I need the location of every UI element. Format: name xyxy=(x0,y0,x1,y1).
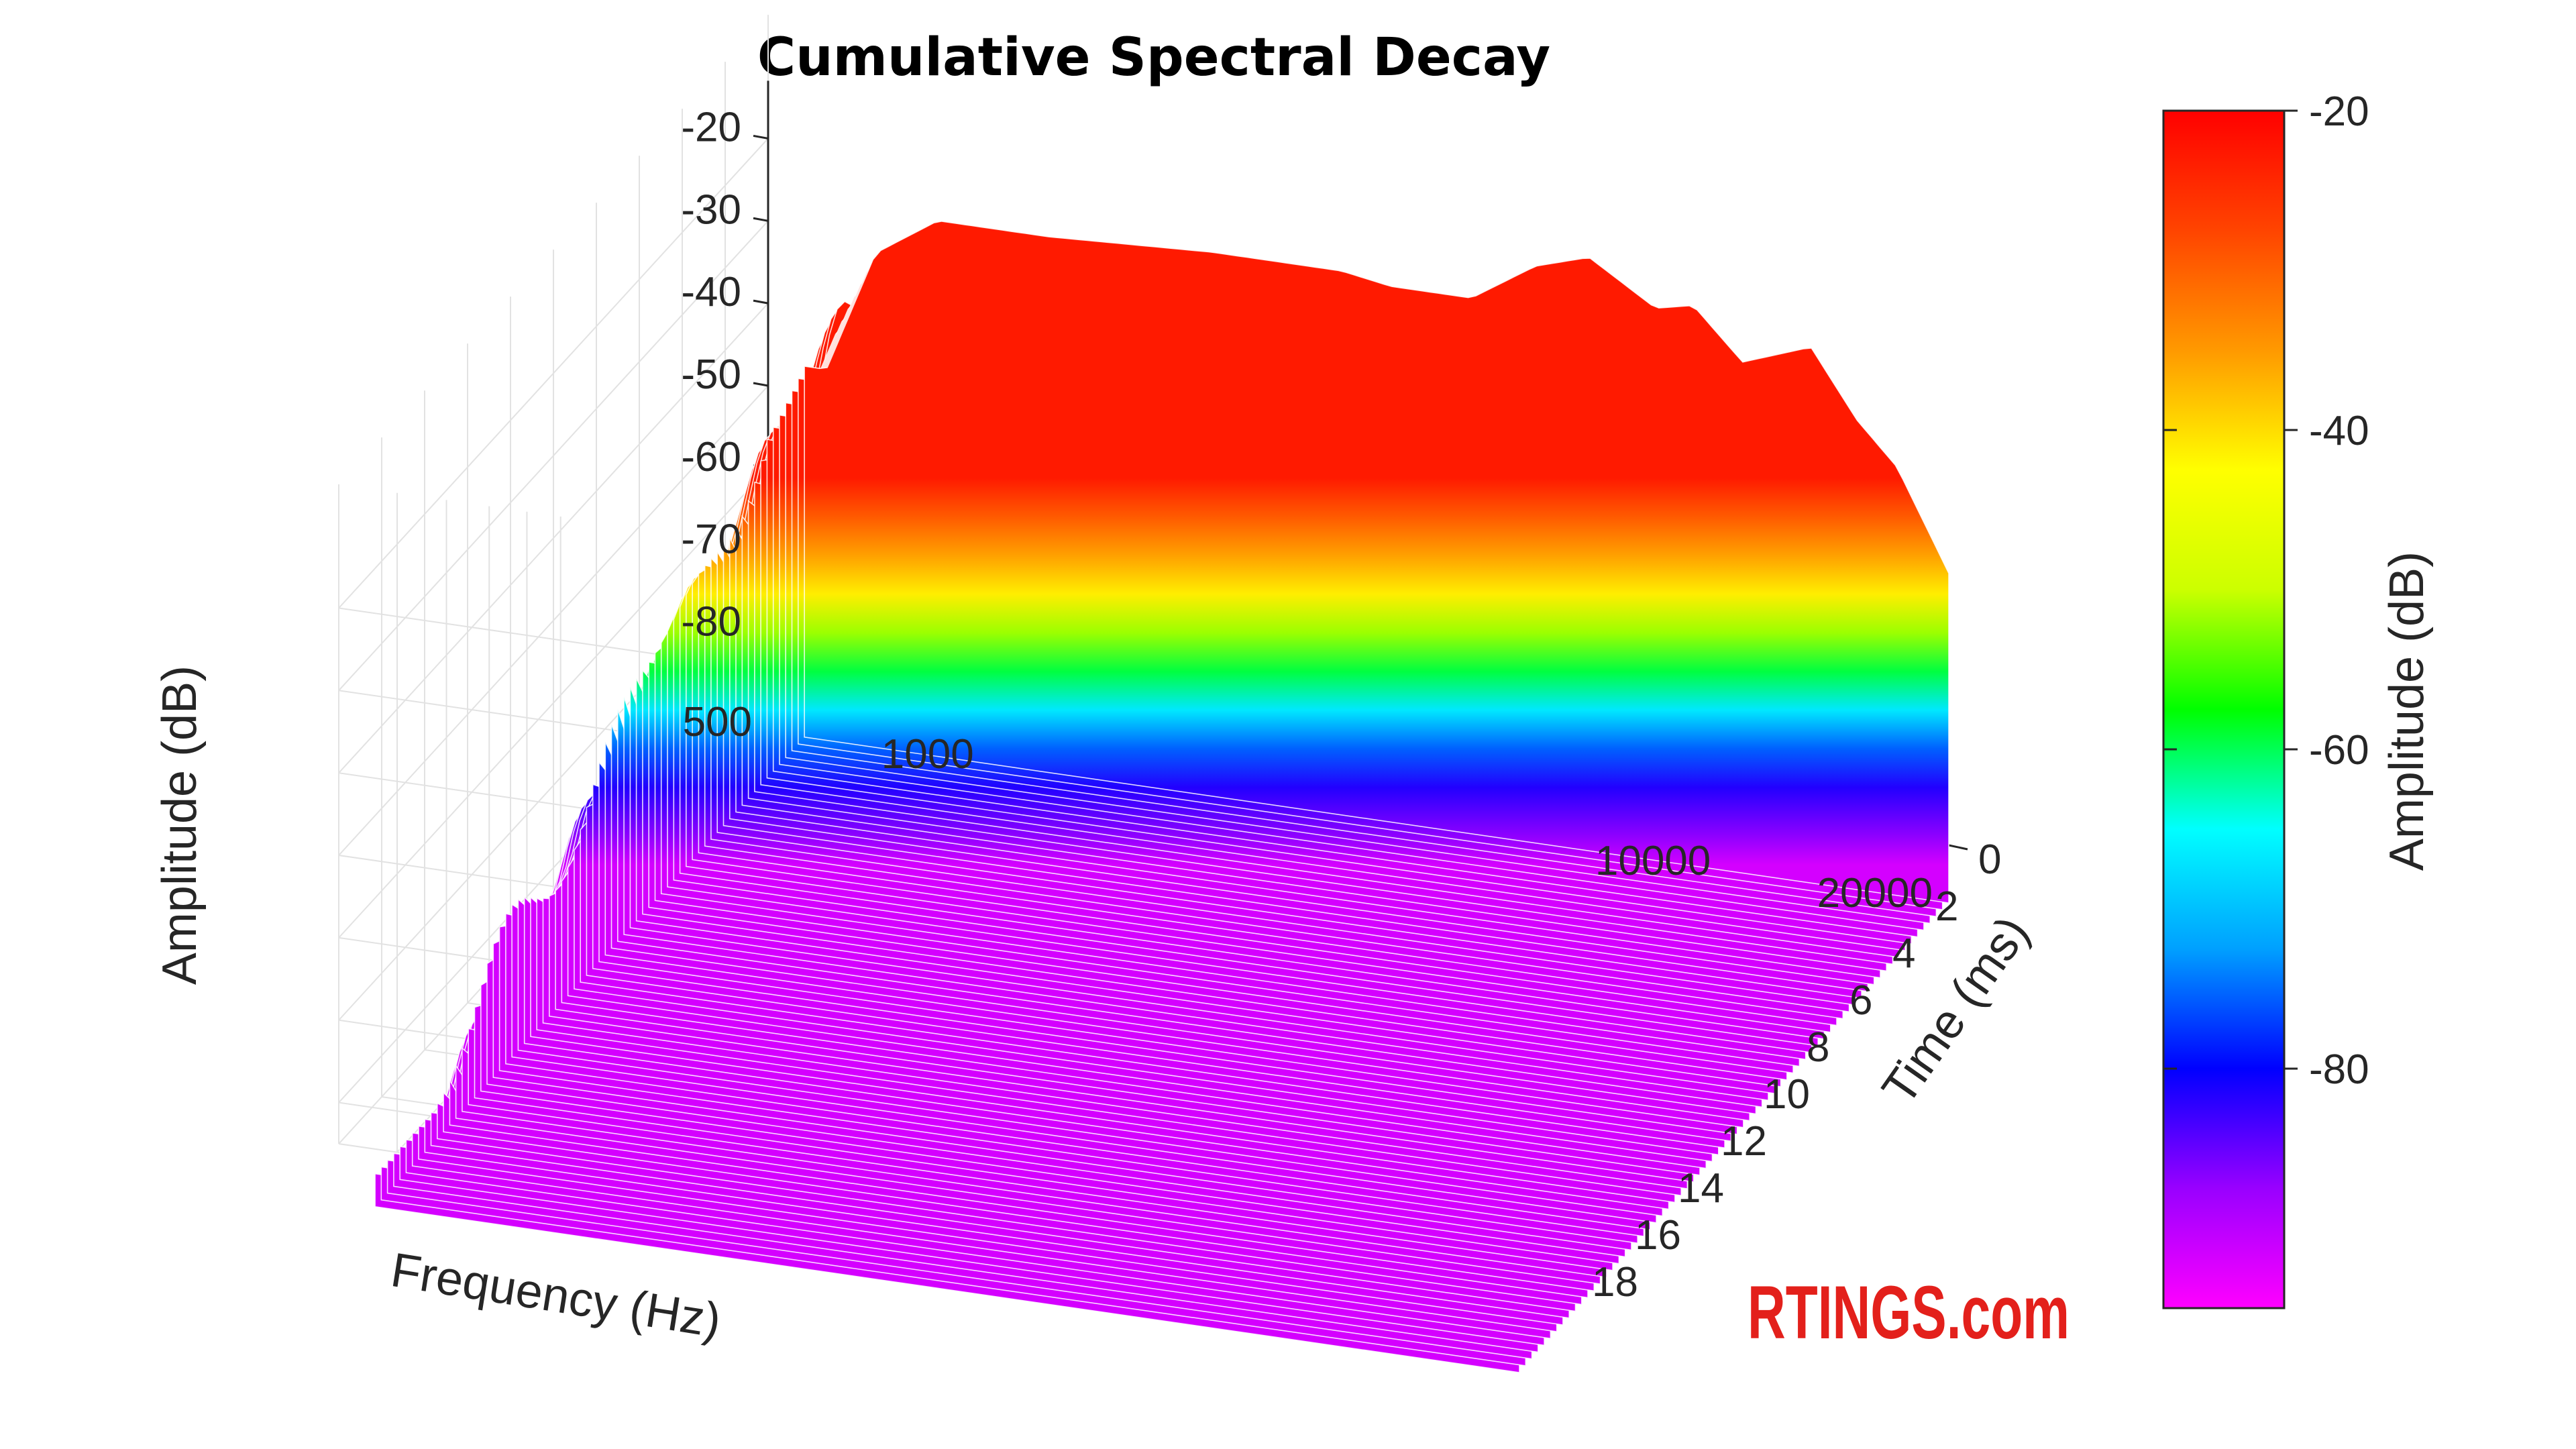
frequency-axis-ticks: 500 1000 10000 20000 xyxy=(683,699,1933,916)
frequency-tick-label: 10000 xyxy=(1595,838,1711,884)
colorbar-gradient xyxy=(2162,109,2286,1309)
amplitude-tick-label: -50 xyxy=(681,352,741,398)
amplitude-tick-label: -60 xyxy=(681,434,741,480)
colorbar: -20 -40 -60 -80 Amplitude (dB) xyxy=(2162,89,2434,1309)
amplitude-axis-label: Amplitude (dB) xyxy=(153,665,207,985)
time-tick-label: 12 xyxy=(1721,1118,1767,1165)
amplitude-axis-ticks: -20 -30 -40 -50 -60 -70 -80 xyxy=(681,104,741,645)
frequency-tick-label: 20000 xyxy=(1817,870,1933,916)
decay-slice xyxy=(804,221,1949,904)
colorbar-tick-label: -40 xyxy=(2309,408,2369,454)
time-tick-label: 2 xyxy=(1935,883,1958,930)
frequency-axis-label: Frequency (Hz) xyxy=(387,1243,724,1348)
amplitude-tick-label: -80 xyxy=(681,599,741,645)
time-tick-label: 4 xyxy=(1892,930,1915,977)
time-tick-label: 6 xyxy=(1849,977,1872,1024)
time-tick-label: 0 xyxy=(1978,837,2001,883)
rtings-watermark: RTINGS.com xyxy=(1748,1271,2070,1354)
amplitude-tick-label: -20 xyxy=(681,104,741,150)
amplitude-tick-label: -30 xyxy=(681,186,741,233)
colorbar-ticks: -20 -40 -60 -80 xyxy=(2163,89,2369,1093)
colorbar-label: Amplitude (dB) xyxy=(2380,551,2434,871)
frequency-tick-label: 1000 xyxy=(881,731,974,777)
frequency-tick-label: 500 xyxy=(683,699,752,745)
time-tick-label: 10 xyxy=(1764,1071,1810,1118)
time-tick-label: 14 xyxy=(1678,1165,1724,1212)
amplitude-tick-label: -40 xyxy=(681,269,741,315)
time-tick-label: 8 xyxy=(1807,1024,1829,1071)
colorbar-tick-label: -80 xyxy=(2309,1046,2369,1093)
amplitude-tick-label: -70 xyxy=(681,517,741,563)
time-tick-label: 16 xyxy=(1635,1212,1681,1258)
colorbar-tick-label: -20 xyxy=(2309,89,2369,135)
chart-title: Cumulative Spectral Decay xyxy=(757,28,1550,88)
colorbar-tick-label: -60 xyxy=(2309,727,2369,773)
waterfall-surface xyxy=(374,221,1949,1373)
time-tick-label: 18 xyxy=(1592,1259,1638,1305)
